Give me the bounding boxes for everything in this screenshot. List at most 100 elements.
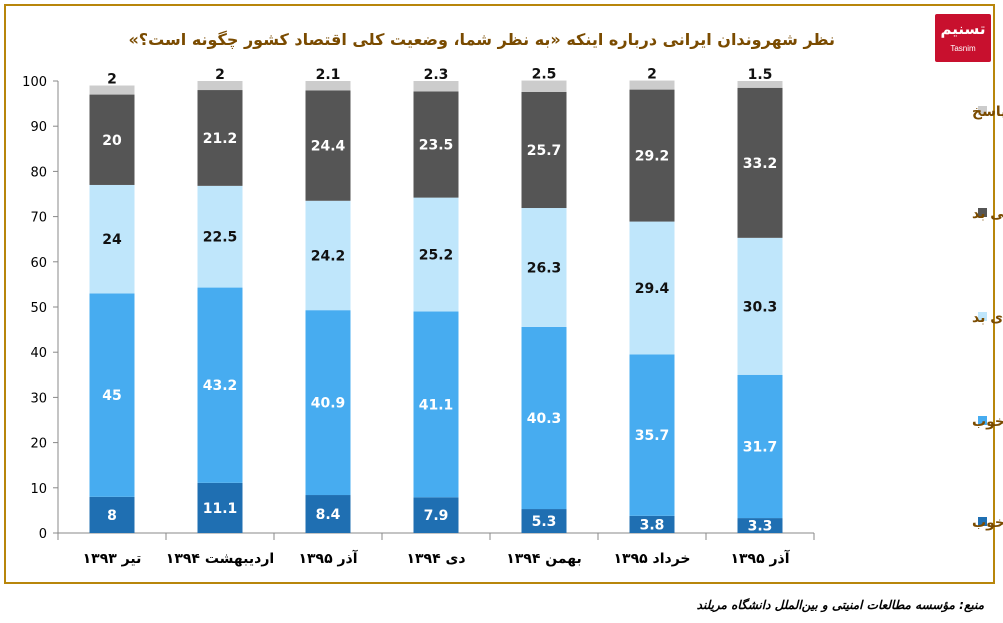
data-label: 24.2 — [311, 248, 346, 264]
y-tick-label: 20 — [30, 437, 47, 452]
bar-segment — [629, 515, 675, 533]
data-label: 45 — [102, 388, 121, 404]
bar-segment — [737, 237, 783, 375]
bar-segment — [413, 497, 459, 533]
logo-name: تسنیم — [940, 20, 986, 38]
x-tick-label: اردیبهشت ۱۳۹۴ — [166, 551, 274, 567]
data-label: 2.5 — [532, 67, 557, 83]
logo-sub: Tasnim — [950, 44, 976, 53]
y-tick-label: 0 — [39, 527, 47, 542]
bar-segment — [89, 293, 135, 497]
bar-segment — [629, 354, 675, 516]
y-tick-label: 80 — [30, 165, 47, 180]
bar-segment — [305, 90, 351, 201]
chart-frame — [4, 4, 995, 584]
bar-segment — [737, 518, 783, 533]
bar-segment — [89, 496, 135, 533]
bar-segment — [197, 185, 243, 288]
tasnim-logo: تسنیم Tasnim — [935, 14, 991, 62]
x-tick-label: بهمن ۱۳۹۴ — [506, 551, 582, 567]
bar-segment — [521, 80, 567, 92]
legend-swatch — [978, 312, 987, 321]
bar-segment — [197, 287, 243, 483]
data-label: 29.2 — [635, 149, 670, 165]
x-tick-label: تیر ۱۳۹۳ — [83, 551, 142, 567]
bar-segment — [413, 81, 459, 92]
bar-segment — [521, 208, 567, 327]
data-label: 7.9 — [424, 508, 449, 524]
data-label: 30.3 — [743, 299, 778, 315]
bar-segment — [89, 184, 135, 294]
data-label: 8.4 — [316, 507, 341, 523]
data-label: 2 — [215, 67, 225, 83]
bar-segment — [413, 91, 459, 198]
y-tick-label: 70 — [30, 211, 47, 226]
bar-segment — [197, 81, 243, 91]
y-tick-label: 40 — [30, 346, 47, 361]
bar-segment — [521, 326, 567, 510]
bar-segment — [197, 90, 243, 186]
data-label: 21.2 — [203, 131, 238, 147]
data-label: 29.4 — [635, 281, 670, 297]
data-label: 2.1 — [316, 67, 341, 83]
y-tick-label: 10 — [30, 482, 47, 497]
legend-label: خیلی بد — [972, 206, 1003, 222]
data-label: 1.5 — [748, 67, 773, 83]
bar-segment — [629, 221, 675, 355]
bar-segment — [629, 80, 675, 90]
data-label: 26.3 — [527, 260, 562, 276]
data-label: 11.1 — [203, 501, 238, 517]
x-tick-label: آذر ۱۳۹۵ — [298, 549, 358, 567]
bar-segment — [413, 197, 459, 312]
legend-label: خیلی خوب — [972, 515, 1003, 531]
legend-label: تا حدودی بد — [972, 310, 1003, 326]
bar-segment — [521, 509, 567, 533]
x-tick-label: آذر ۱۳۹۵ — [730, 549, 790, 567]
data-label: 8 — [107, 508, 117, 524]
data-label: 24 — [102, 232, 122, 248]
legend-swatch — [978, 208, 987, 217]
data-label: 22.5 — [203, 230, 238, 246]
data-label: 5.3 — [532, 514, 557, 530]
data-label: 20 — [102, 133, 122, 149]
source-note: منبع: مؤسسه مطالعات امنیتی و بین‌الملل د… — [696, 598, 984, 612]
y-tick-label: 50 — [30, 301, 47, 316]
bar-segment — [737, 374, 783, 519]
data-label: 3.8 — [640, 517, 665, 533]
bar-segment — [89, 94, 135, 185]
legend-label: نمی‌دانم / بی‌پاسخ — [972, 104, 1003, 120]
legend-label: تا حدودی خوب — [972, 414, 1003, 430]
bar-segment — [629, 89, 675, 222]
bar-segment — [737, 87, 783, 238]
data-label: 2 — [107, 72, 117, 88]
data-label: 25.7 — [527, 143, 562, 159]
data-label: 33.2 — [743, 156, 778, 172]
bar-segment — [737, 81, 783, 88]
data-label: 40.3 — [527, 411, 562, 427]
bar-segment — [89, 85, 135, 95]
x-tick-label: دی ۱۳۹۴ — [406, 551, 465, 567]
bar-segment — [305, 200, 351, 311]
bar-segment — [305, 81, 351, 91]
bar-segment — [197, 482, 243, 533]
y-tick-label: 30 — [30, 391, 47, 406]
legend-swatch — [978, 517, 987, 526]
y-tick-label: 90 — [30, 120, 47, 135]
legend-swatch — [978, 106, 987, 115]
data-label: 40.9 — [311, 396, 346, 412]
data-label: 3.3 — [748, 519, 773, 535]
data-label: 25.2 — [419, 248, 454, 264]
y-tick-label: 60 — [30, 256, 47, 271]
data-label: 43.2 — [203, 378, 238, 394]
bar-segment — [305, 495, 351, 533]
data-label: 31.7 — [743, 439, 778, 455]
legend-swatch — [978, 416, 987, 425]
y-tick-label: 100 — [22, 75, 47, 90]
bar-segment — [413, 311, 459, 498]
data-label: 2.3 — [424, 67, 449, 83]
bar-segment — [305, 310, 351, 496]
data-label: 41.1 — [419, 397, 454, 413]
chart-title: نظر شهروندان ایرانی درباره اینکه «به نظر… — [128, 30, 835, 49]
data-label: 23.5 — [419, 138, 454, 154]
